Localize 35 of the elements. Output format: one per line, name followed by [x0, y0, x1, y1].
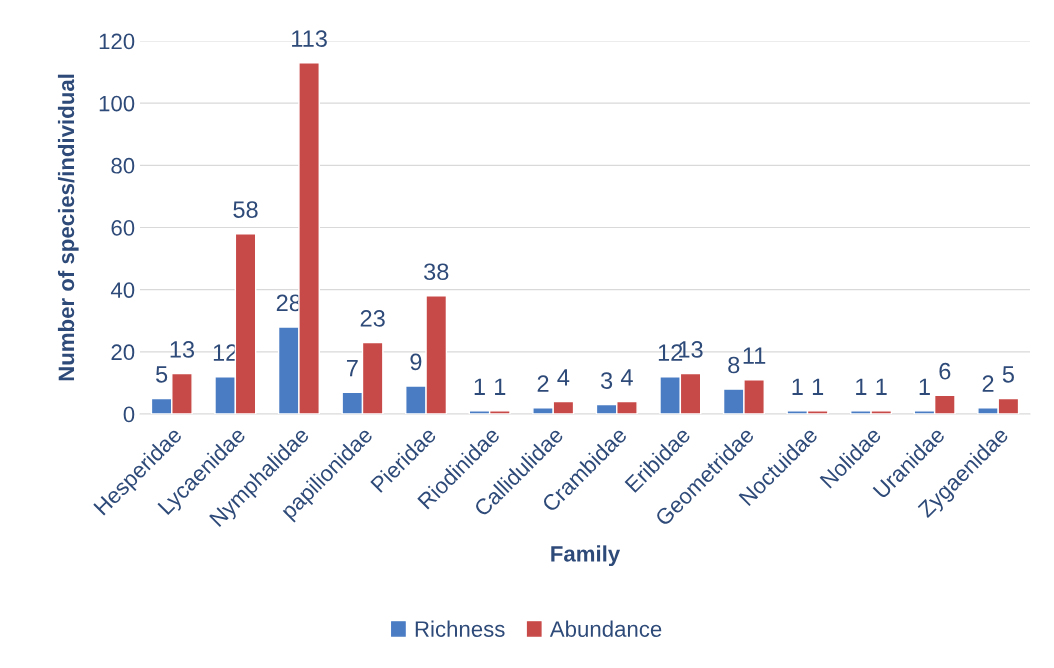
data-label: 1 — [876, 378, 887, 395]
y-tick-label: 120 — [99, 33, 135, 50]
data-label: 1 — [812, 378, 824, 395]
data-label: 3 — [600, 372, 613, 389]
data-label: 5 — [1002, 366, 1014, 383]
data-label: 58 — [233, 201, 258, 218]
legend-label: Richness — [415, 620, 505, 637]
data-label: 1 — [919, 378, 930, 395]
data-label: 11 — [743, 347, 766, 364]
data-label: 23 — [360, 310, 385, 327]
x-axis-title: Family — [551, 545, 621, 567]
data-label: 4 — [557, 369, 570, 386]
y-tick-label: 80 — [111, 157, 135, 174]
data-label: 38 — [424, 263, 449, 281]
data-label: 1 — [474, 378, 485, 395]
y-tick-label: 100 — [99, 95, 135, 112]
y-tick-label: 60 — [111, 220, 135, 236]
data-label: 8 — [728, 356, 740, 374]
data-label: 7 — [346, 359, 358, 377]
data-label: 9 — [410, 353, 422, 371]
y-tick-label: 40 — [110, 282, 135, 298]
legend-label: Abundance — [549, 620, 662, 637]
data-label: 2 — [537, 375, 549, 392]
data-label: 113 — [292, 30, 327, 47]
data-label: 13 — [170, 341, 195, 358]
y-axis-title: Number of species/individual — [57, 74, 79, 381]
data-label: 1 — [856, 378, 867, 395]
data-label: 4 — [620, 369, 633, 386]
data-label: 5 — [155, 366, 168, 383]
y-tick-label: 20 — [111, 344, 135, 361]
data-label: 1 — [495, 378, 506, 395]
data-label: 1 — [792, 378, 803, 395]
y-tick-label: 0 — [123, 406, 135, 423]
data-label: 2 — [982, 375, 994, 392]
data-label: 6 — [939, 362, 951, 380]
